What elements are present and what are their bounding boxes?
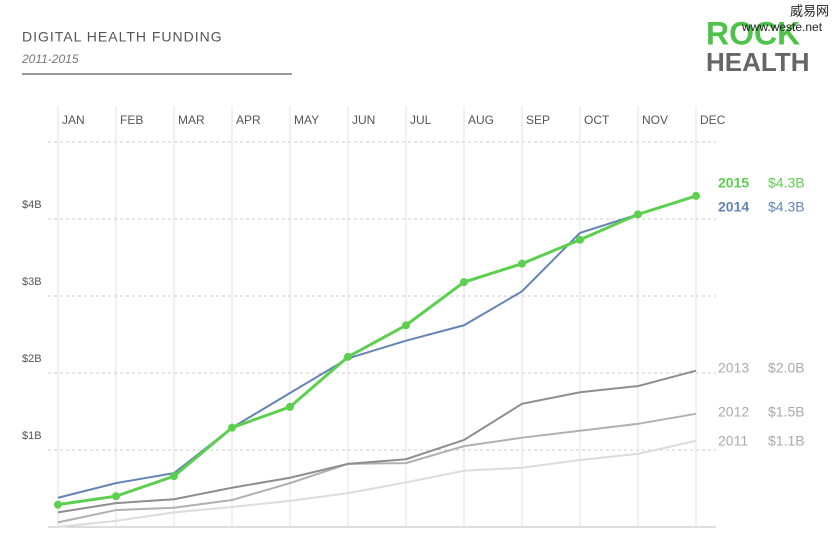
point — [228, 423, 236, 432]
watermark: www.weste.net — [741, 20, 823, 34]
legend-label: 2015 — [718, 175, 749, 191]
x-tick-label: JAN — [62, 113, 85, 127]
watermark: 威易网 — [790, 3, 829, 18]
x-tick-label: OCT — [584, 113, 610, 127]
x-tick-label: SEP — [526, 113, 550, 127]
point — [576, 235, 584, 244]
point — [460, 278, 468, 287]
series-line — [57, 412, 697, 524]
legend-label: 2013 — [718, 360, 749, 376]
point — [112, 492, 120, 501]
series-line — [57, 194, 697, 507]
end-value-label: $1.1B — [768, 433, 805, 449]
series-line — [57, 194, 697, 499]
chart-title: DIGITAL HEALTH FUNDING — [22, 29, 223, 45]
x-tick-label: JUN — [352, 113, 375, 127]
end-value-label: $4.3B — [768, 175, 805, 191]
point — [634, 210, 642, 219]
point — [344, 352, 352, 361]
chart-subtitle: 2011-2015 — [21, 52, 79, 66]
point — [402, 321, 410, 330]
point — [518, 259, 526, 268]
end-value-label: $1.5B — [768, 404, 805, 420]
point — [170, 472, 178, 481]
y-tick-label: $2B — [22, 353, 42, 365]
end-value-label: $4.3B — [768, 199, 805, 215]
point — [54, 500, 62, 509]
point — [286, 402, 294, 411]
logo-bottom: HEALTH — [706, 47, 810, 77]
x-tick-label: NOV — [642, 113, 668, 127]
y-tick-label: $4B — [22, 199, 42, 211]
legend-label: 2012 — [718, 404, 749, 420]
logo-top: ROCK — [706, 15, 800, 51]
y-tick-label: $1B — [22, 430, 42, 442]
legend-label: 2011 — [718, 433, 748, 449]
x-tick-label: DEC — [700, 113, 726, 127]
y-tick-label: $3B — [22, 276, 42, 288]
x-tick-label: APR — [236, 113, 261, 127]
x-tick-label: AUG — [468, 113, 494, 127]
legend-label: 2014 — [718, 199, 749, 215]
x-tick-label: JUL — [410, 113, 432, 127]
x-tick-label: FEB — [120, 113, 143, 127]
series-line — [57, 369, 697, 514]
series-line — [57, 439, 697, 528]
end-value-label: $2.0B — [768, 360, 805, 376]
point — [692, 191, 700, 200]
x-tick-label: MAY — [294, 113, 319, 127]
x-tick-label: MAR — [178, 113, 205, 127]
